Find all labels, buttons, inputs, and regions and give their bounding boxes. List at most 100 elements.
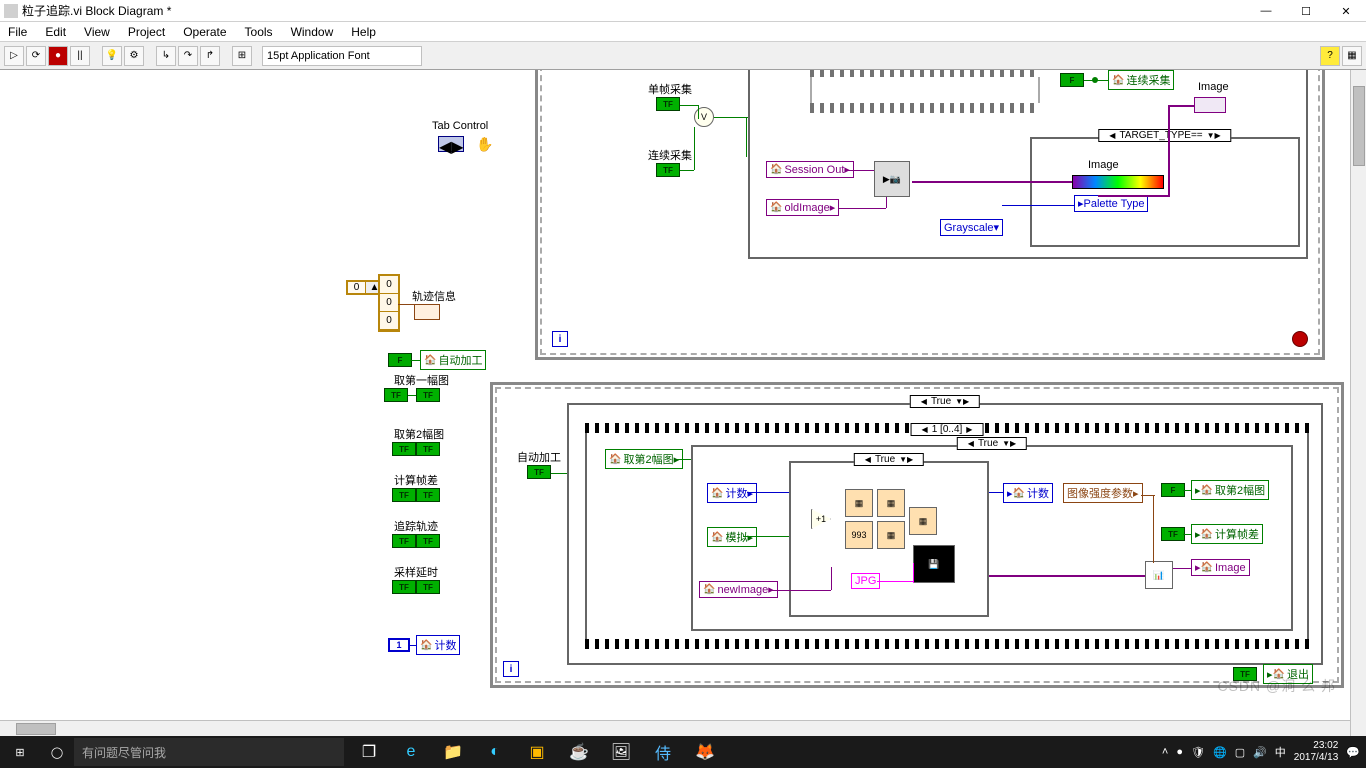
tray-ime-icon[interactable]: 中 [1275, 744, 1286, 760]
cleanup-button[interactable]: ⊞ [232, 46, 252, 66]
font-selector[interactable] [262, 46, 422, 66]
calc-diff-const[interactable]: TF [392, 488, 416, 502]
vscroll-thumb[interactable] [1353, 86, 1365, 166]
old-image-local[interactable]: 🏠oldImage▸ [766, 199, 839, 216]
subvi-a[interactable]: ▦ [845, 489, 873, 517]
close-button[interactable]: ✕ [1326, 0, 1366, 22]
track-info-terminal[interactable] [414, 304, 440, 320]
track-path-const[interactable]: TF [392, 534, 416, 548]
start-button[interactable]: ⊞ [0, 736, 40, 768]
simulate-local[interactable]: 🏠模拟▸ [707, 527, 757, 547]
single-capture-term[interactable]: TF [656, 97, 680, 111]
image-out-local[interactable]: ▸🏠Image [1191, 559, 1250, 576]
menu-tools[interactable]: Tools [245, 25, 273, 39]
subvi-c[interactable]: 993 [845, 521, 873, 549]
labview-icon[interactable]: ▣ [518, 736, 556, 768]
subvi-b[interactable]: ▦ [877, 489, 905, 517]
task-view-icon[interactable]: ❐ [350, 736, 388, 768]
menu-view[interactable]: View [84, 25, 110, 39]
imaq-grab-subvi[interactable]: ▶📷 [874, 161, 910, 197]
tray-volume-icon[interactable]: 🔊 [1253, 746, 1267, 759]
new-image-local[interactable]: 🏠newImage▸ [699, 581, 778, 598]
array-index[interactable]: 0 [348, 282, 366, 293]
app-icon-3[interactable]: 🖼 [602, 736, 640, 768]
pause-button[interactable]: || [70, 46, 90, 66]
grayscale-enum[interactable]: Grayscale ▾ [940, 219, 1003, 236]
horizontal-scrollbar[interactable] [0, 720, 1350, 736]
sample-delay-term[interactable]: TF [416, 580, 440, 594]
app-icon-2[interactable]: ☕ [560, 736, 598, 768]
sample-delay-const[interactable]: TF [392, 580, 416, 594]
lower-case-true2[interactable]: ◀True▼▶ 🏠计数▸ 🏠模拟▸ 🏠newImage▸ ◀True▼▶ +1 … [691, 445, 1293, 631]
array-cells[interactable]: 0 0 0 [378, 274, 400, 332]
get-frame1-term[interactable]: TF [416, 388, 440, 402]
subvi-e[interactable]: ▦ [909, 507, 937, 535]
notifications-icon[interactable]: 💬 [1346, 746, 1360, 759]
menu-help[interactable]: Help [351, 25, 376, 39]
track-path-term[interactable]: TF [416, 534, 440, 548]
highlight-exec-button[interactable]: 💡 [102, 46, 122, 66]
get-frame2-const[interactable]: TF [392, 442, 416, 456]
img-intensity-local[interactable]: 图像强度参数▸ [1063, 483, 1143, 503]
target-type-case[interactable]: ◀TARGET_TYPE==▼▶ Image ▸Palette Type [1030, 137, 1300, 247]
bool-const-f2[interactable]: F [1060, 73, 1084, 87]
increment-function[interactable]: +1 [811, 509, 831, 529]
case-selector-true3[interactable]: ◀True▼▶ [854, 453, 924, 466]
tray-shield-icon[interactable]: 🛡 [1191, 746, 1205, 759]
block-diagram-canvas[interactable]: Tab Control ◀▶ ✋ 0 ▲ 0 0 0 轨迹信息 F 🏠自动加工 … [0, 70, 1366, 736]
step-into-button[interactable]: ↳ [156, 46, 176, 66]
lower-case-true3[interactable]: ◀True▼▶ +1 ▦ ▦ 993 ▦ ▦ 💾 JPG [789, 461, 989, 617]
get-frame1-const[interactable]: TF [384, 388, 408, 402]
edge-icon[interactable]: e [392, 736, 430, 768]
abort-button[interactable]: ● [48, 46, 68, 66]
maximize-button[interactable]: ☐ [1286, 0, 1326, 22]
cont-capture-local[interactable]: 🏠连续采集 [1108, 70, 1174, 90]
loop-stop-terminal[interactable] [1292, 331, 1308, 347]
vi-icon[interactable]: ▦ [1342, 46, 1362, 66]
imaq-subvi[interactable]: 📊 [1145, 561, 1173, 589]
run-button[interactable]: ▷ [4, 46, 24, 66]
count-local3[interactable]: ▸🏠计数 [1003, 483, 1053, 503]
case-selector-true1[interactable]: ◀True▼▶ [910, 395, 980, 408]
cortana-search[interactable]: 有问题尽管问我 [74, 738, 344, 766]
sequence-index[interactable]: ◀1 [0..4]▶ [911, 423, 984, 436]
run-continuous-button[interactable]: ⟳ [26, 46, 46, 66]
imaq-write-subvi[interactable]: 💾 [913, 545, 955, 583]
tab-control-terminal[interactable]: ◀▶ [438, 136, 464, 152]
auto-process-local[interactable]: 🏠自动加工 [420, 350, 486, 370]
stacked-sequence[interactable]: ◀1 [0..4]▶ 🏠取第2幅图▸ ◀True▼▶ 🏠计数▸ 🏠模拟▸ 🏠ne… [585, 423, 1309, 649]
image-indicator[interactable] [1194, 97, 1226, 113]
step-over-button[interactable]: ↷ [178, 46, 198, 66]
auto-process2-term[interactable]: TF [527, 465, 551, 479]
minimize-button[interactable]: — [1246, 0, 1286, 22]
tray-app-icon[interactable]: ● [1176, 746, 1183, 758]
app-icon-4[interactable]: 侍 [644, 736, 682, 768]
lower-while-loop[interactable]: i 自动加工 TF ◀True▼▶ ◀1 [0..4]▶ 🏠取第2幅图▸ ◀Tr… [490, 382, 1344, 688]
session-out-local[interactable]: 🏠Session Out▸ [766, 161, 854, 178]
tray-clock[interactable]: 23:02 2017/4/13 [1294, 740, 1339, 764]
vertical-scrollbar[interactable] [1350, 70, 1366, 736]
calc-diff-term[interactable]: TF [416, 488, 440, 502]
tray-battery-icon[interactable]: ▢ [1235, 746, 1245, 759]
get-frame2-out-local[interactable]: ▸🏠取第2幅图 [1191, 480, 1269, 500]
target-type-selector[interactable]: ◀TARGET_TYPE==▼▶ [1098, 129, 1231, 142]
cont-capture-term[interactable]: TF [656, 163, 680, 177]
menu-window[interactable]: Window [291, 25, 334, 39]
bool-const-f3[interactable]: F [1161, 483, 1185, 497]
cortana-icon[interactable]: ◯ [40, 746, 74, 759]
context-help-button[interactable]: ? [1320, 46, 1340, 66]
hscroll-thumb[interactable] [16, 723, 56, 735]
case-selector-true2[interactable]: ◀True▼▶ [957, 437, 1027, 450]
subvi-d[interactable]: ▦ [877, 521, 905, 549]
calc-diff-out-local[interactable]: ▸🏠计算帧差 [1191, 524, 1263, 544]
retain-wire-button[interactable]: ⚙ [124, 46, 144, 66]
step-out-button[interactable]: ↱ [200, 46, 220, 66]
menu-edit[interactable]: Edit [45, 25, 66, 39]
get-frame2-local2[interactable]: 🏠取第2幅图▸ [605, 449, 683, 469]
menu-file[interactable]: File [8, 25, 27, 39]
app-icon-1[interactable]: ◐ [476, 736, 514, 768]
upper-while-loop[interactable]: i 单帧采集 TF V 连续采集 TF F 🏠连续采集 🏠Session Out… [535, 70, 1325, 360]
count-local2[interactable]: 🏠计数▸ [707, 483, 757, 503]
bool-const-f1[interactable]: F [388, 353, 412, 367]
or-function[interactable]: V [694, 107, 714, 127]
